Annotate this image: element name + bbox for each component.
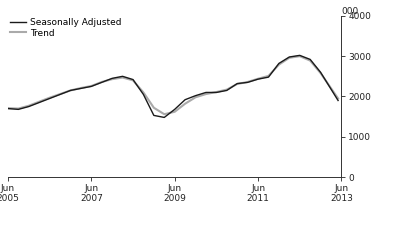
Text: 000: 000 — [341, 7, 358, 16]
Legend: Seasonally Adjusted, Trend: Seasonally Adjusted, Trend — [10, 18, 121, 37]
